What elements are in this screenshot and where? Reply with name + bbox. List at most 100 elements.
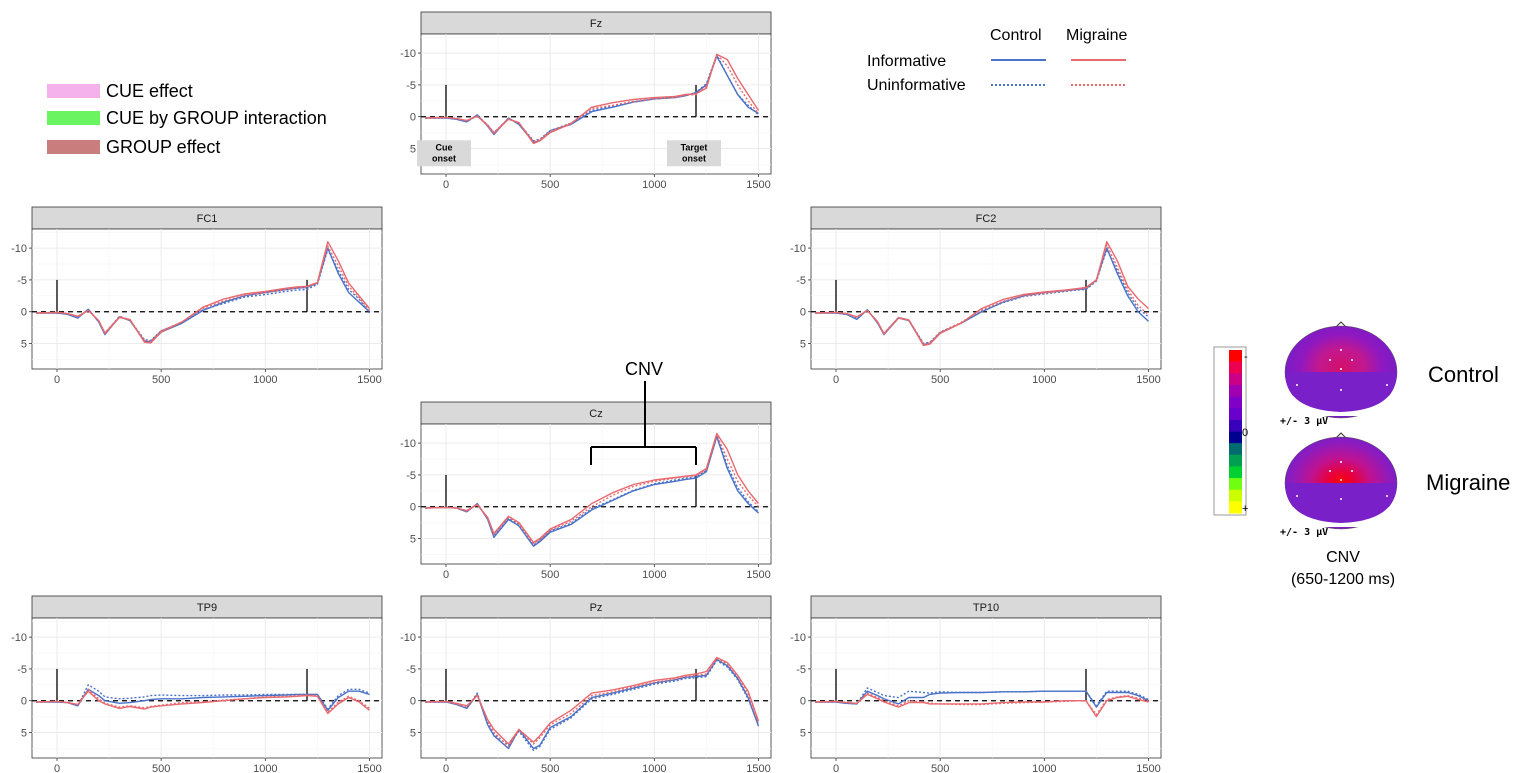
x-tick-label: 1500	[1136, 374, 1160, 386]
series-control-informative	[36, 688, 370, 711]
x-tick-label: 1000	[1032, 374, 1056, 386]
legend-swatch-cue-effect	[47, 84, 100, 98]
colorbar-cell	[1229, 396, 1242, 409]
electrode-dot	[1340, 349, 1342, 351]
plot-area	[810, 617, 1162, 759]
x-tick-label: 0	[54, 374, 60, 386]
x-tick-label: 0	[443, 763, 449, 773]
x-tick-label: 1500	[1136, 763, 1160, 773]
y-tick-label: -10	[400, 48, 416, 60]
target-onset-label-box	[667, 140, 721, 167]
electrode-dot	[1329, 470, 1331, 472]
panel-fc2: FC2 -10 -5 0 5 0 500 1000 1500	[790, 206, 1162, 386]
topomap-colorbar: - 0 +	[1213, 346, 1248, 516]
y-tick-label: -10	[790, 243, 806, 255]
panel-tp9: TP9 -10 -5 0 5 0 500 1000 1500	[11, 595, 383, 773]
y-tick-label: 0	[21, 696, 27, 708]
y-tick-label: 0	[21, 307, 27, 319]
electrode-dot	[1340, 479, 1342, 481]
topomap-control: +/- 3 µV Control	[1280, 321, 1499, 427]
panel-title: Fz	[590, 18, 602, 30]
x-tick-label: 0	[443, 569, 449, 581]
colorbar-cell	[1229, 373, 1242, 386]
topomap-caption-line2: (650-1200 ms)	[1291, 571, 1395, 588]
panel-tp10: TP10 -10 -5 0 5 0 500 1000 1500	[790, 595, 1162, 773]
x-tick-label: 500	[152, 374, 170, 386]
colorbar-cell	[1229, 454, 1242, 467]
electrode-dot	[1340, 389, 1342, 391]
x-tick-label: 500	[541, 763, 559, 773]
y-tick-label: 5	[410, 144, 416, 156]
topomap-control-scale: +/- 3 µV	[1280, 416, 1328, 427]
y-tick-label: -5	[406, 80, 416, 92]
series-control-uninformative	[815, 687, 1149, 707]
plot-area	[420, 617, 772, 759]
x-tick-label: 1500	[357, 763, 381, 773]
x-tick-label: 1000	[642, 179, 666, 191]
legend-condition-uninformative: Uninformative	[867, 77, 966, 94]
y-tick-label: 0	[410, 502, 416, 514]
electrode-dot	[1386, 384, 1388, 386]
topomap-migraine-lower	[1285, 483, 1397, 523]
legend-condition-informative: Informative	[867, 53, 946, 70]
topomap-migraine-electrodes	[1296, 461, 1388, 500]
topomap-migraine: +/- 3 µV Migraine	[1280, 432, 1510, 538]
panel-title: FC2	[976, 213, 997, 225]
panel-cz: Cz -10 -5 0 5 0 500 1000 1500	[400, 401, 772, 581]
cue-onset-label-box	[417, 140, 471, 167]
x-tick-label: 1000	[642, 763, 666, 773]
cue-onset-label-text: onset	[432, 153, 456, 163]
electrode-dot	[1340, 368, 1342, 370]
series-control-uninformative	[425, 659, 760, 752]
y-tick-label: 0	[800, 307, 806, 319]
cue-onset-label-text: Cue	[435, 142, 452, 152]
legend-swatch-group-effect	[47, 140, 100, 154]
electrode-dot	[1340, 461, 1342, 463]
panel-title: FC1	[197, 213, 218, 225]
series-migraine-uninformative	[815, 692, 1149, 716]
legend-group-control: Control	[990, 27, 1042, 44]
topomap-migraine-label: Migraine	[1426, 470, 1510, 495]
y-tick-label: -10	[400, 632, 416, 644]
colorbar-cell	[1229, 466, 1242, 479]
plot-area	[31, 228, 383, 370]
x-tick-label: 1000	[253, 374, 277, 386]
colorbar-label-top: -	[1244, 351, 1248, 363]
colorbar-cell	[1229, 489, 1242, 502]
series-migraine-uninformative	[425, 53, 760, 143]
colorbar-label-bottom: +	[1242, 503, 1248, 515]
legend-label-cue-by-group: CUE by GROUP interaction	[106, 108, 327, 128]
panel-title: Cz	[589, 408, 602, 420]
x-tick-label: 1000	[642, 569, 666, 581]
panel-fc1: FC1 -10 -5 0 5 0 500 1000 1500	[11, 206, 383, 386]
colorbar-label-zero: 0	[1242, 427, 1248, 439]
series-migraine-uninformative	[36, 688, 370, 713]
y-tick-label: -5	[17, 664, 27, 676]
legend-label-cue-effect: CUE effect	[106, 81, 193, 101]
y-tick-label: 5	[410, 534, 416, 546]
series-control-uninformative	[815, 248, 1149, 345]
y-tick-label: -10	[790, 632, 806, 644]
colorbar-cell	[1229, 443, 1242, 456]
series-migraine-uninformative	[425, 658, 760, 748]
y-tick-label: -5	[406, 470, 416, 482]
x-tick-label: 500	[931, 374, 949, 386]
y-tick-label: 5	[21, 339, 27, 351]
topomap-caption-line1: CNV	[1326, 549, 1360, 566]
x-tick-label: 0	[54, 763, 60, 773]
y-tick-label: -5	[17, 275, 27, 287]
x-tick-label: 0	[833, 374, 839, 386]
electrode-dot	[1296, 495, 1298, 497]
target-onset-label-text: onset	[682, 153, 706, 163]
topomap-migraine-scale: +/- 3 µV	[1280, 527, 1328, 538]
y-tick-label: -10	[11, 243, 27, 255]
colorbar-cell	[1229, 361, 1242, 374]
y-tick-label: -10	[400, 438, 416, 450]
electrode-dot	[1340, 498, 1342, 500]
target-onset-label-text: Target	[681, 142, 708, 152]
y-tick-label: 5	[410, 728, 416, 740]
legend-swatch-cue-by-group	[47, 111, 100, 125]
